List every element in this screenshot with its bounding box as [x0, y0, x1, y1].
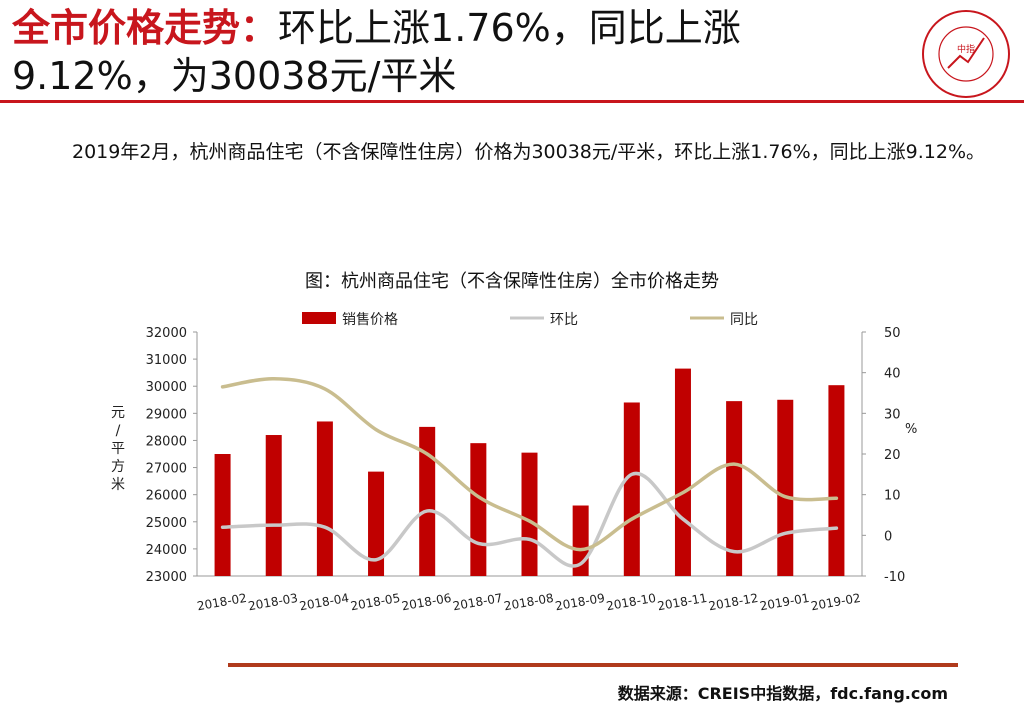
y-left-tick-9: 23000 — [146, 570, 187, 585]
y-right-tick-6: -10 — [884, 570, 905, 585]
x-tick-2018-05: 2018-05 — [349, 591, 401, 613]
y-left-tick-4: 28000 — [146, 434, 187, 449]
y-left-tick-0: 32000 — [146, 326, 187, 341]
bar-2018-08 — [521, 452, 538, 576]
title-divider — [0, 100, 1024, 103]
y-left-tick-3: 29000 — [146, 407, 187, 422]
footer-divider — [228, 663, 958, 667]
y-right-label: % — [905, 422, 917, 437]
line-series-1 — [220, 377, 839, 552]
y-right-tick-4: 10 — [884, 489, 901, 504]
legend-label-2: 同比 — [730, 312, 758, 328]
bar-2019-02 — [828, 385, 845, 576]
y-left-label-char-3: 方 — [111, 459, 125, 475]
x-tick-2018-02: 2018-02 — [196, 591, 248, 613]
y-right-tick-2: 30 — [884, 407, 901, 422]
y-left-label-char-1: / — [116, 423, 121, 439]
y-left-tick-2: 30000 — [146, 380, 187, 395]
title-rest: 环比上涨1.76%，同比上涨9.12%，为30038元/平米 — [12, 6, 741, 98]
x-tick-2018-04: 2018-04 — [298, 591, 350, 613]
x-tick-2019-01: 2019-01 — [759, 591, 811, 613]
x-tick-2018-08: 2018-08 — [503, 591, 555, 613]
legend-label-0: 销售价格 — [342, 312, 398, 328]
bar-2018-03 — [265, 435, 282, 576]
page-title: 全市价格走势：环比上涨1.76%，同比上涨9.12%，为30038元/平米 — [12, 4, 892, 100]
bar-2018-12 — [726, 401, 743, 576]
bar-2018-11 — [674, 368, 691, 576]
data-source: 数据来源：CREIS中指数据，fdc.fang.com — [617, 684, 948, 703]
logo-center-text: 中指 — [957, 43, 975, 55]
bar-2018-05 — [368, 471, 385, 576]
china-index-academy-logo: 中指 — [922, 10, 1010, 98]
x-tick-2018-07: 2018-07 — [452, 591, 504, 613]
chart-title: 图：杭州商品住宅（不含保障性住房）全市价格走势 — [305, 271, 719, 292]
summary-text: 2019年2月，杭州商品住宅（不含保障性住房）价格为30038元/平米，环比上涨… — [72, 141, 986, 163]
y-right-tick-0: 50 — [884, 326, 901, 341]
legend-swatch-0 — [302, 312, 336, 324]
bar-2018-06 — [419, 426, 436, 576]
bar-2018-10 — [623, 402, 640, 576]
y-left-tick-8: 24000 — [146, 543, 187, 558]
bar-2019-01 — [777, 399, 794, 576]
y-left-tick-6: 26000 — [146, 489, 187, 504]
y-left-label-char-4: 米 — [111, 477, 125, 493]
x-tick-2018-10: 2018-10 — [605, 591, 657, 613]
x-tick-2018-03: 2018-03 — [247, 591, 299, 613]
x-tick-2018-09: 2018-09 — [554, 591, 606, 613]
x-tick-2018-06: 2018-06 — [401, 591, 453, 613]
summary-paragraph: 2019年2月，杭州商品住宅（不含保障性住房）价格为30038元/平米，环比上涨… — [36, 132, 996, 172]
y-left-tick-7: 25000 — [146, 516, 187, 531]
title-highlight: 全市价格走势： — [12, 6, 279, 50]
y-left-tick-5: 27000 — [146, 462, 187, 477]
y-right-tick-5: 0 — [884, 529, 892, 544]
y-right-tick-1: 40 — [884, 367, 901, 382]
legend-label-1: 环比 — [550, 312, 578, 328]
y-left-label-char-0: 元 — [111, 405, 125, 421]
x-tick-2018-12: 2018-12 — [708, 591, 760, 613]
bar-2018-07 — [470, 443, 487, 576]
x-tick-2019-02: 2019-02 — [810, 591, 862, 613]
line-series-0 — [220, 471, 839, 568]
y-left-tick-1: 31000 — [146, 353, 187, 368]
x-tick-2018-11: 2018-11 — [656, 591, 708, 613]
y-right-tick-3: 20 — [884, 448, 901, 463]
bar-2018-02 — [214, 454, 231, 576]
bar-2018-04 — [316, 421, 333, 576]
y-left-label-char-2: 平 — [111, 441, 125, 457]
